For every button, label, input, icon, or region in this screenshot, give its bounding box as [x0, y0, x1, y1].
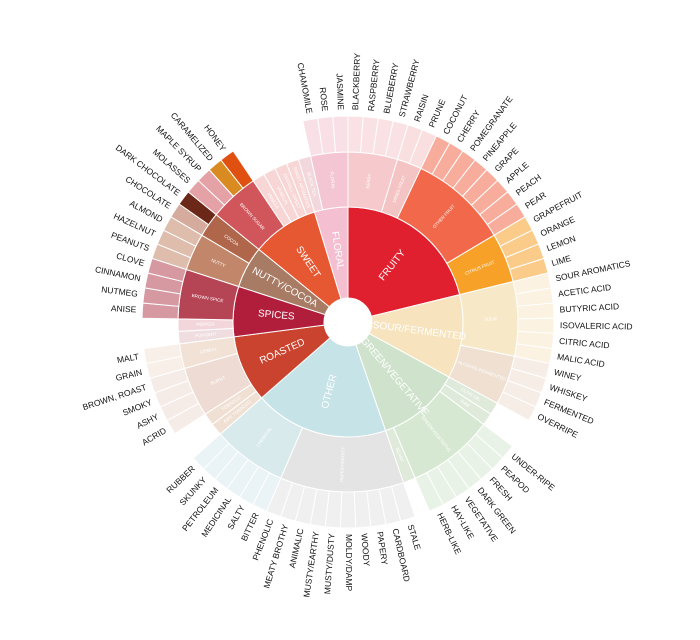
flavor-segment [516, 302, 555, 320]
flavor-label: ANIMALIC [287, 528, 306, 569]
flavor-label: GRAIN [115, 367, 144, 383]
subcategory-label: CEREAL [199, 346, 218, 355]
center-hole [324, 298, 372, 346]
flavor-label: MUSTY/DUSTY [322, 533, 336, 595]
subcategory-label: PUNGENT [195, 331, 218, 338]
flavor-label: WOODY [359, 533, 371, 567]
flavor-label: MOLDY/DAMP [344, 534, 354, 591]
flavor-label: RAISIN [412, 93, 431, 123]
subcategory-label: RAW [459, 398, 471, 408]
flavor-label: MUSTY/EARTHY [301, 531, 321, 599]
flavor-label: BLACKBERRY [350, 53, 362, 111]
flavor-label: WINEY [553, 367, 583, 383]
flavor-label: CINNAMON [94, 264, 141, 283]
subcategory-label: PAPERY/MUSTY [339, 447, 345, 482]
subcategory-label: BURNT [210, 375, 226, 386]
subcategory-label: FLORAL [329, 171, 336, 189]
flavor-segment [517, 317, 555, 334]
flavor-label: ACETIC ACID [557, 282, 611, 299]
flavor-label: LEMON [545, 233, 577, 253]
flavor-segment [339, 491, 357, 529]
subcategory-label: BEANY [395, 447, 405, 463]
flavor-segment [332, 115, 349, 153]
flavor-label: ISOVALERIC ACID [560, 320, 633, 331]
category-label: SPICES [258, 308, 296, 322]
flavor-label: CITRIC ACID [559, 336, 610, 351]
flavor-label: ANISE [111, 303, 137, 314]
flavor-label: CHAMOMILE [295, 62, 314, 115]
subcategory-label: SOUR [484, 316, 498, 321]
subcategory-label: BROWN SPICE [191, 293, 223, 303]
flavor-label: ACRID [140, 425, 168, 447]
flavor-label: JASMINE [335, 73, 346, 111]
flavor-label: MALT [116, 351, 139, 365]
flavor-label: RASPBERRY [366, 58, 382, 111]
subcategory-label: NUTTY [210, 258, 226, 269]
flavor-label: ROSE [318, 87, 331, 112]
subcategory-label: PEPPER [196, 322, 215, 327]
flavor-label: LIME [550, 253, 572, 268]
flavor-label: CLOVE [115, 251, 146, 269]
flavor-label: STALE [406, 523, 423, 551]
flavor-label: PAPERY [375, 531, 390, 566]
subcategory-label: BLACK TEA [306, 172, 317, 197]
flavor-label: BUTYRIC ACID [559, 301, 619, 314]
subcategory-label: BERRY [365, 173, 372, 189]
flavor-label: BLUEBERRY [381, 62, 400, 115]
flavor-label: ASHY [135, 411, 160, 430]
flavor-label: NUTMEG [101, 284, 139, 299]
flavor-label: MALIC ACID [556, 351, 605, 369]
